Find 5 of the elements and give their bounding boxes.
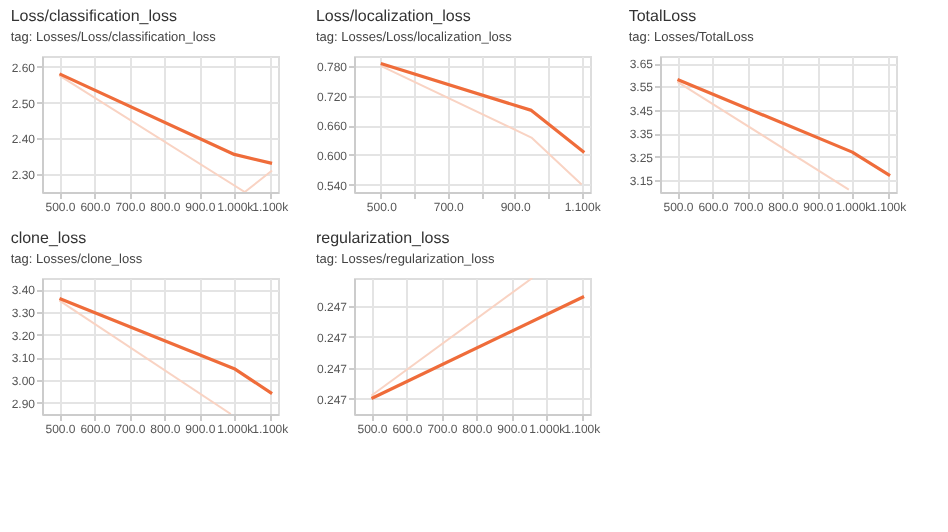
chart-title: Loss/localization_loss <box>315 7 471 25</box>
chart-title: TotalLoss <box>628 7 697 25</box>
chart-title: Loss/classification_loss <box>10 7 177 25</box>
chart-title: clone_loss <box>10 229 87 247</box>
chart-title: regularization_loss <box>315 229 450 247</box>
